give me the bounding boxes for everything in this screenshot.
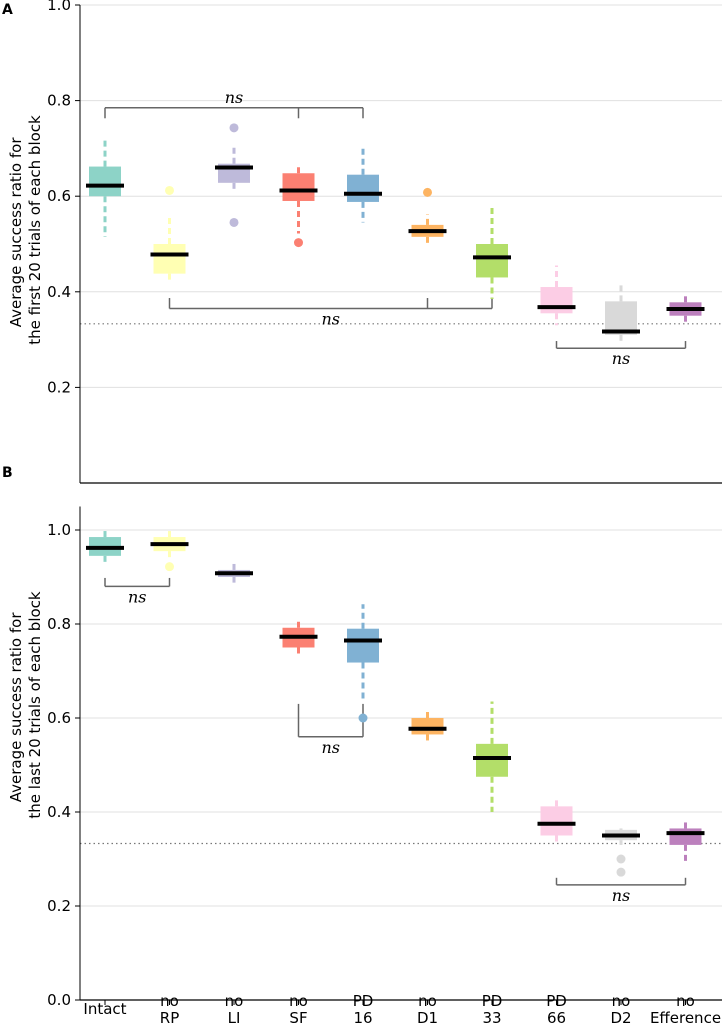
panel-b-letter: B <box>2 465 13 481</box>
panel-a-box-nosf <box>279 165 318 248</box>
panel-a-y-tick-label: 0.2 <box>47 378 71 396</box>
panel-a-y-axis-label-line1: Average success ratio for <box>7 137 25 328</box>
panel-a-gridlines <box>80 4 722 388</box>
panel-b-y-tick-labels: 0.0 0.2 0.4 0.6 0.8 1.0 <box>47 521 80 1009</box>
x-tick-label-noefference: no Efference <box>650 992 721 1025</box>
panel-b-outlier-point <box>358 713 368 723</box>
panel-a-y-axis-label: Average success ratio for the first 20 t… <box>7 115 44 345</box>
panel-b-box-noefference <box>666 819 705 862</box>
panel-a-box-noefference <box>666 294 705 323</box>
panel-a-outlier-point <box>423 187 432 197</box>
panel-a-y-tick-label: 1.0 <box>47 0 71 14</box>
x-tick-label-nod1: no D1 <box>417 992 438 1025</box>
panel-a-box-pd33 <box>473 205 511 299</box>
panel-b-ns-label: ns <box>128 587 147 606</box>
panel-b-box-intact <box>86 530 124 566</box>
x-tick-label-pd16: PD 16 <box>353 992 374 1025</box>
x-tick-label-pd66: PD 66 <box>546 992 567 1025</box>
panel-b-significance-brackets: ns ns ns <box>104 577 687 905</box>
x-axis-category-labels: Intact no RP no LI no SF PD 16 no D1 PD 33 PD 66 no D2 no… <box>83 992 721 1025</box>
panel-b-gridlines <box>80 529 722 1001</box>
panel-a-y-tick-label: 0.8 <box>47 92 71 110</box>
panel-a-iqr-box <box>347 174 379 202</box>
panel-b-iqr-box <box>347 628 379 663</box>
panel-a-ns-label: ns <box>612 349 631 368</box>
panel-b-iqr-box <box>476 743 508 777</box>
panel-b-box-nod1 <box>408 708 447 744</box>
panel-a-ns-bracket: ns <box>104 88 364 119</box>
panel-a-iqr-box <box>540 287 573 314</box>
panel-a-iqr-box <box>153 244 186 274</box>
panel-a-ns-bracket: ns <box>555 341 687 368</box>
panel-b-y-tick-label: 0.6 <box>47 709 71 727</box>
panel-b-box-noli <box>215 560 253 583</box>
panel-b-ns-bracket: ns <box>104 577 171 606</box>
panel-b-y-axis-label: Average success ratio for the last 20 tr… <box>7 591 44 819</box>
panel-b-outlier-point <box>165 562 174 572</box>
panel-b-box-pd33 <box>473 701 511 812</box>
panel-b-y-tick-label: 0.8 <box>47 615 71 633</box>
panel-a-y-tick-label: 0.6 <box>47 187 71 205</box>
panel-a-significance-brackets: ns ns ns <box>104 88 687 368</box>
panel-a-outlier-point <box>229 217 239 227</box>
panel-b-ns-bracket: ns <box>297 703 364 757</box>
x-tick-label-nod2: no D2 <box>610 992 631 1025</box>
panel-a-box-noli <box>215 123 253 227</box>
panel-b-iqr-box <box>540 806 573 836</box>
x-tick-label-intact: Intact <box>83 1000 126 1018</box>
panel-b-y-axis-label-line1: Average success ratio for <box>7 612 25 803</box>
panel-b-box-nosf <box>279 619 318 657</box>
panel-a-ns-label: ns <box>321 310 340 329</box>
panel-a-boxes <box>86 123 705 342</box>
panel-a-box-norp <box>150 185 189 283</box>
panel-b-ns-label: ns <box>321 738 340 757</box>
panel-b-y-tick-label: 0.4 <box>47 803 71 821</box>
panel-b-y-tick-label: 1.0 <box>47 521 71 539</box>
panel-b-box-pd66 <box>537 796 576 845</box>
panel-b-ns-label: ns <box>612 886 631 905</box>
panel-a-box-intact <box>86 139 124 237</box>
panel-b-ns-bracket: ns <box>555 877 687 905</box>
panel-a-box-nod2 <box>602 282 640 342</box>
panel-a-ns-bracket: ns <box>168 298 493 329</box>
panel-a-y-tick-label: 0.4 <box>47 283 71 301</box>
x-tick-label-nosf: no SF <box>289 992 308 1025</box>
panel-b-iqr-box <box>411 718 444 735</box>
x-tick-label-norp: no RP <box>160 992 179 1025</box>
panel-b-iqr-box <box>669 828 702 845</box>
panel-a-y-tick-labels: 0.2 0.4 0.6 0.8 1.0 <box>47 0 80 396</box>
x-tick-label-pd33: PD 33 <box>482 992 503 1025</box>
panel-a-iqr-box <box>605 301 637 335</box>
panel-b-outlier-point <box>616 867 626 877</box>
panel-a: A ns ns ns 0.2 0.4 0.6 0.8 1.0 Average success… <box>2 0 722 484</box>
panel-a-outlier-point <box>165 185 174 195</box>
panel-a-iqr-box <box>89 166 121 197</box>
panel-a-box-pd66 <box>537 265 576 326</box>
panel-a-outlier-point <box>229 123 239 133</box>
panel-a-axes <box>79 5 722 484</box>
panel-b-box-norp <box>150 530 189 572</box>
panel-a-iqr-box <box>282 173 315 201</box>
panel-a-outlier-point <box>294 238 303 248</box>
panel-a-y-axis-label-line2: the first 20 trials of each block <box>26 115 44 345</box>
panel-b: B ns ns ns 0.0 0.2 0.4 0.6 0.8 1.0 Average succ… <box>2 465 722 1009</box>
panel-b-y-axis-label-line2: the last 20 trials of each block <box>26 591 44 819</box>
panel-b-outlier-point <box>616 854 626 864</box>
panel-b-y-tick-label: 0.2 <box>47 897 71 915</box>
panel-b-boxes <box>86 530 705 877</box>
panel-a-ns-label: ns <box>225 88 244 107</box>
panel-b-y-tick-label: 0.0 <box>47 991 71 1009</box>
panel-b-box-pd16 <box>344 604 382 723</box>
panel-a-iqr-box <box>476 244 508 278</box>
panel-b-axes <box>79 506 722 1001</box>
panel-a-box-nod1 <box>408 187 447 244</box>
panel-b-box-nod2 <box>602 828 640 877</box>
panel-a-letter: A <box>2 2 13 18</box>
panel-a-box-pd16 <box>344 148 382 223</box>
x-tick-label-noli: no LI <box>225 992 244 1025</box>
